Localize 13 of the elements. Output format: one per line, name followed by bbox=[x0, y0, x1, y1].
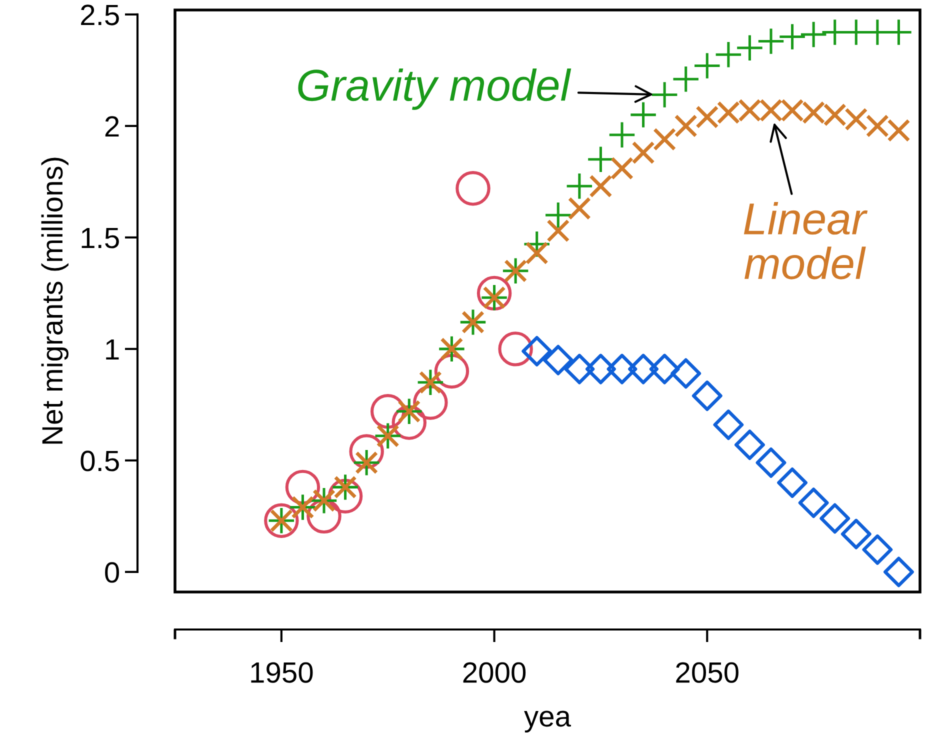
x-axis-title: yea bbox=[524, 710, 572, 732]
annotation: Gravity model bbox=[298, 68, 572, 110]
y-tick-label: 1.5 bbox=[82, 228, 119, 248]
annotation: Linear model bbox=[744, 202, 868, 280]
x-tick-label: 2050 bbox=[676, 662, 738, 683]
y-tick-label: 2 bbox=[105, 116, 119, 137]
x-tick-label: 1950 bbox=[251, 662, 313, 683]
y-axis-title: Net migrants (millions) bbox=[41, 158, 68, 444]
y-tick-label: 1 bbox=[106, 339, 119, 360]
y-tick-label: 0.5 bbox=[80, 450, 119, 472]
y-tick-label: 2.5 bbox=[81, 4, 119, 26]
y-tick-label: 0 bbox=[105, 562, 119, 583]
x-tick-label: 2000 bbox=[463, 662, 526, 683]
